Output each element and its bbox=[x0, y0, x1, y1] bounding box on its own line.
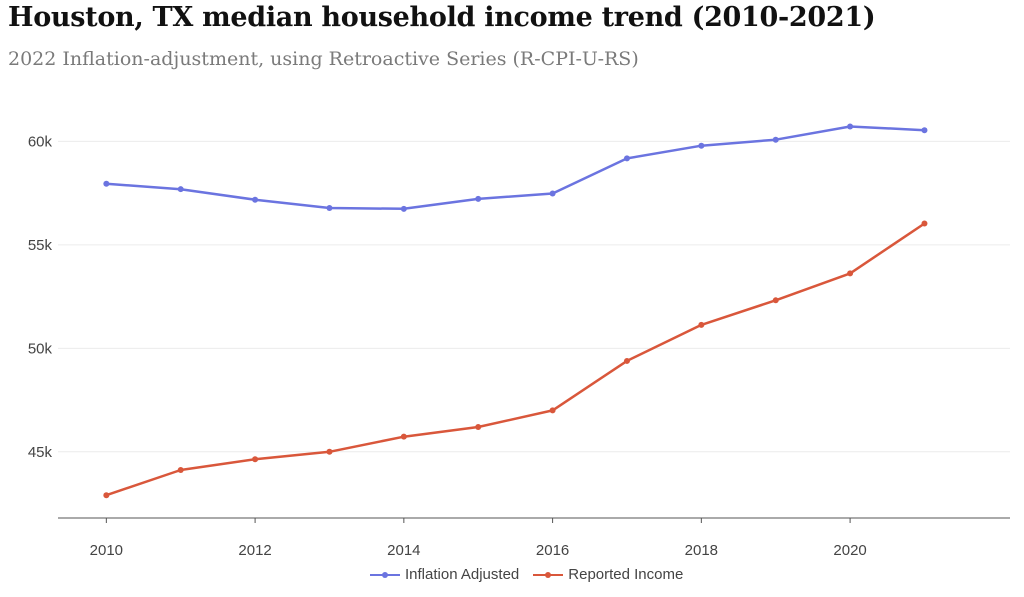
x-tick-label-2018: 2018 bbox=[685, 542, 718, 559]
series-reported-income bbox=[103, 220, 928, 499]
legend-items: Inflation Adjusted Reported Income bbox=[370, 566, 697, 583]
y-tick-label-50k: 50k bbox=[28, 340, 53, 357]
data-point-reported-income-2020 bbox=[847, 270, 854, 277]
data-point-inflation-adjusted-2010 bbox=[103, 180, 110, 187]
data-point-inflation-adjusted-2014 bbox=[400, 205, 407, 212]
data-point-inflation-adjusted-2021 bbox=[921, 127, 928, 134]
data-point-reported-income-2011 bbox=[177, 466, 184, 473]
data-point-reported-income-2019 bbox=[772, 297, 779, 304]
data-point-reported-income-2013 bbox=[326, 448, 333, 455]
legend-label-inflation-adjusted: Inflation Adjusted bbox=[405, 566, 520, 583]
x-tick-label-2020: 2020 bbox=[833, 542, 866, 559]
legend-label-reported-income: Reported Income bbox=[568, 566, 684, 583]
series-line-reported-income bbox=[105, 222, 926, 497]
data-point-reported-income-2015 bbox=[475, 423, 482, 430]
y-tick-label-60k: 60k bbox=[28, 133, 53, 150]
x-tick-label-2014: 2014 bbox=[387, 542, 420, 559]
data-point-inflation-adjusted-2016 bbox=[549, 190, 556, 197]
chart-title: Houston, TX median household income tren… bbox=[8, 2, 876, 33]
data-point-inflation-adjusted-2011 bbox=[177, 186, 184, 193]
data-point-reported-income-2012 bbox=[252, 456, 259, 463]
series bbox=[103, 123, 928, 499]
data-point-reported-income-2018 bbox=[698, 321, 705, 328]
y-tick-label-55k: 55k bbox=[28, 237, 53, 254]
legend-swatch-inflation-adjusted bbox=[370, 568, 400, 582]
data-point-reported-income-2021 bbox=[921, 220, 928, 227]
data-point-inflation-adjusted-2019 bbox=[772, 136, 779, 143]
series-line-inflation-adjusted bbox=[105, 125, 926, 211]
data-point-reported-income-2010 bbox=[103, 492, 110, 499]
x-axis: 2010 2012 2014 2016 2018 2020 bbox=[90, 518, 867, 559]
y-tick-label-45k: 45k bbox=[28, 444, 53, 461]
series-inflation-adjusted bbox=[103, 123, 928, 212]
data-point-inflation-adjusted-2017 bbox=[623, 155, 630, 162]
legend: Inflation Adjusted Reported Income bbox=[0, 566, 1024, 590]
x-tick-label-2016: 2016 bbox=[536, 542, 569, 559]
legend-dot bbox=[545, 571, 552, 578]
x-tick-label-2010: 2010 bbox=[90, 542, 123, 559]
chart-subtitle: 2022 Inflation-adjustment, using Retroac… bbox=[8, 48, 639, 70]
data-point-reported-income-2017 bbox=[623, 357, 630, 364]
x-tick-label-2012: 2012 bbox=[238, 542, 271, 559]
data-point-inflation-adjusted-2013 bbox=[326, 205, 333, 212]
legend-swatch-reported-income bbox=[533, 568, 564, 582]
y-axis-tick-labels: 45k 50k 55k 60k bbox=[28, 133, 53, 460]
legend-item-inflation-adjusted[interactable]: Inflation Adjusted bbox=[370, 566, 519, 583]
data-point-inflation-adjusted-2015 bbox=[475, 195, 482, 202]
legend-dot bbox=[382, 571, 388, 578]
legend-item-reported-income[interactable]: Reported Income bbox=[533, 566, 683, 583]
data-point-inflation-adjusted-2012 bbox=[252, 196, 259, 203]
data-point-inflation-adjusted-2018 bbox=[698, 142, 705, 149]
data-point-reported-income-2016 bbox=[549, 407, 556, 414]
data-point-inflation-adjusted-2020 bbox=[847, 123, 854, 130]
gridlines bbox=[58, 140, 1010, 453]
data-point-reported-income-2014 bbox=[400, 433, 407, 440]
